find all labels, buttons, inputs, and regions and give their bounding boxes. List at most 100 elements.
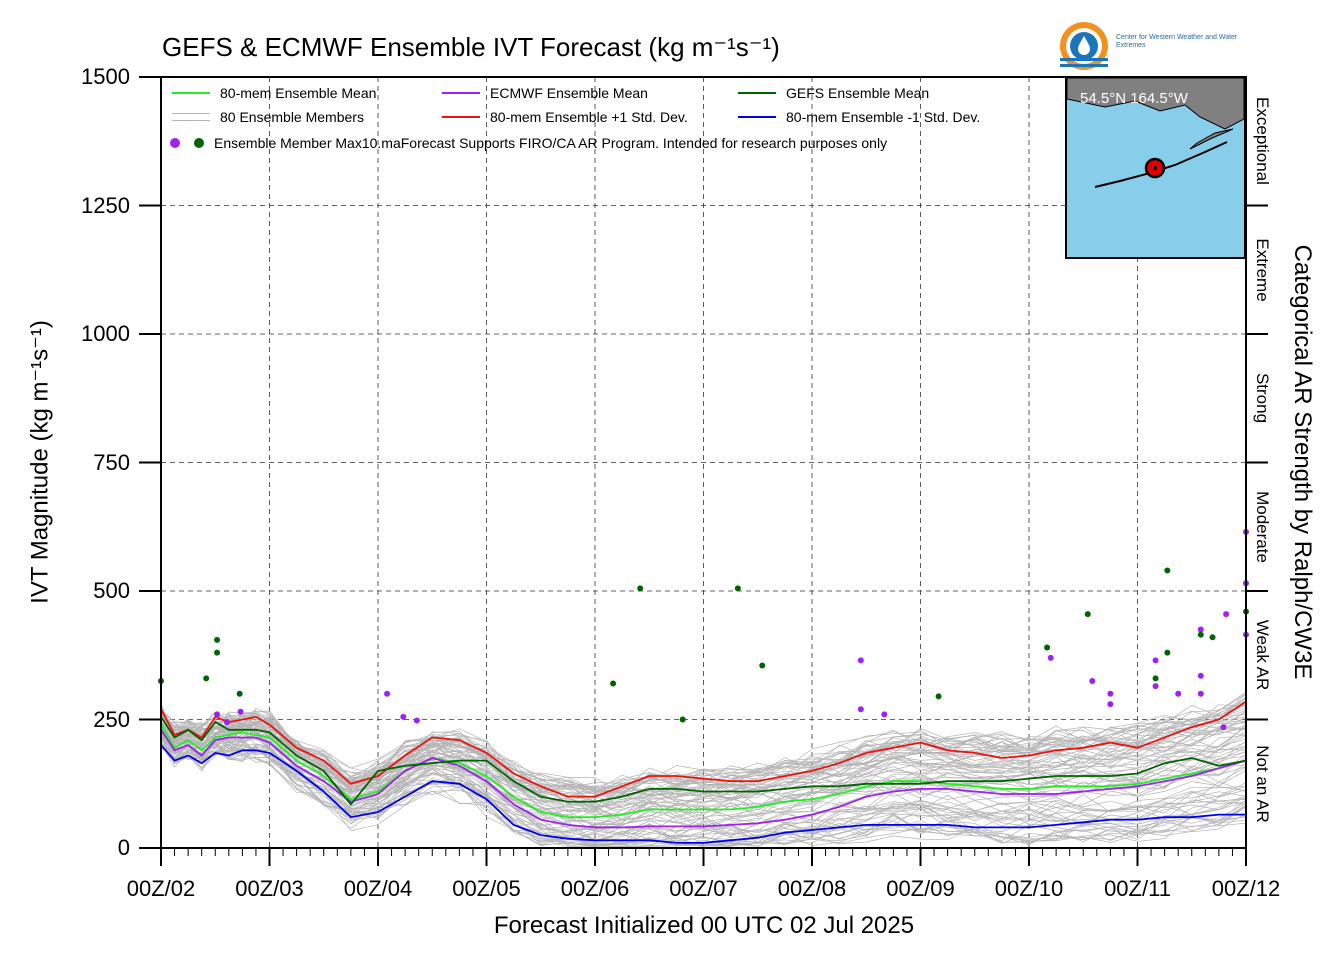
member-line [160, 739, 1247, 846]
member-line [160, 721, 1247, 813]
x-tick-label: 00Z/05 [452, 876, 521, 901]
gefs-max-point [610, 680, 617, 687]
series-plus_std [160, 700, 1247, 798]
gefs-max-point [637, 585, 644, 592]
member-line [160, 734, 1247, 842]
gefs-max-point [935, 693, 942, 700]
member-max-points [158, 528, 1249, 731]
gefs-max-point [1152, 675, 1159, 682]
legend-mean80: 80-mem Ensemble Mean [172, 85, 376, 101]
y-tick-label: 1000 [81, 321, 130, 346]
x-tick-label: 00Z/06 [560, 876, 630, 901]
chart-title: GEFS & ECMWF Ensemble IVT Forecast (kg m… [162, 32, 780, 62]
ensemble-members [160, 691, 1247, 848]
gefs-max-point [1197, 631, 1204, 638]
y-tick-label: 750 [93, 449, 130, 475]
x-tick-label: 00Z/10 [994, 876, 1064, 901]
category-label: Not an AR [1253, 745, 1272, 823]
legend-gefs: GEFS Ensemble Mean [738, 85, 929, 101]
x-tick-label: 00Z/09 [886, 876, 955, 901]
series-mean80 [160, 724, 1247, 819]
gefs-max-point [734, 585, 741, 592]
series-ecmwf [160, 729, 1247, 829]
ecmwf-max-point [413, 717, 420, 724]
y2-axis-label: Categorical AR Strength by Ralph/CW3E [1289, 244, 1316, 680]
x-tick-label: 00Z/04 [343, 876, 413, 901]
ecmwf-max-point [1089, 677, 1096, 684]
gefs-max-point [1084, 611, 1091, 618]
ecmwf-max-point [1107, 701, 1114, 708]
category-label: Extreme [1253, 238, 1272, 302]
x-tick-label: 00Z/12 [1211, 876, 1281, 901]
member-line [160, 697, 1247, 792]
legend-plus-std: 80-mem Ensemble +1 Std. Dev. [442, 109, 688, 125]
map-land [1066, 77, 1245, 130]
member-line [160, 736, 1247, 847]
member-line [160, 693, 1247, 789]
series-lines [160, 700, 1247, 844]
logo-text: Center for Western Weather and Water Ext… [1116, 34, 1238, 49]
location-marker-center [1153, 166, 1157, 170]
category-label: Moderate [1253, 490, 1272, 563]
gefs-max-point [203, 675, 210, 682]
x-tick-label: 00Z/02 [126, 876, 196, 901]
gefs-max-point [214, 649, 221, 656]
ecmwf-max-point [214, 711, 221, 718]
ecmwf-max-point [857, 657, 864, 664]
ecmwf-max-point [1197, 626, 1204, 633]
map-peninsula [1189, 128, 1234, 150]
ecmwf-max-point [400, 713, 407, 720]
ecmwf-max-point [857, 706, 864, 713]
x-tick-label: 00Z/11 [1104, 876, 1171, 901]
y-tick-label: 500 [93, 578, 130, 603]
member-line [160, 703, 1247, 798]
member-line [160, 738, 1247, 840]
member-line [160, 722, 1247, 821]
member-line [160, 730, 1247, 834]
member-line [160, 732, 1247, 832]
category-label: Exceptional [1253, 97, 1272, 186]
x-tick-label: 00Z/07 [669, 876, 738, 901]
gefs-max-point [679, 716, 686, 723]
legend-max-dots: Ensemble Member Max10.maForecast Support… [170, 135, 887, 151]
gefs-max-point [236, 690, 243, 697]
gefs-max-point [1044, 644, 1051, 651]
legend-ecmwf: ECMWF Ensemble Mean [442, 85, 648, 101]
gefs-max-point [1164, 649, 1171, 656]
gefs-max-point [759, 662, 766, 669]
member-line [160, 710, 1247, 804]
legend-members: 80 Ensemble Members [172, 109, 364, 125]
ecmwf-max-point [1223, 611, 1230, 618]
ecmwf-max-point [1152, 657, 1159, 664]
x-axis-label: Forecast Initialized 00 UTC 02 Jul 2025 [493, 912, 915, 939]
y-tick-label: 1500 [81, 64, 130, 89]
ecmwf-max-point [1220, 724, 1227, 731]
axes [139, 76, 1268, 866]
ecmwf-max-point [384, 690, 391, 697]
member-line [160, 734, 1247, 848]
cw3e-logo [1058, 18, 1238, 74]
ecmwf-max-point [1152, 683, 1159, 690]
gefs-max-point [1209, 634, 1216, 641]
member-line [160, 731, 1247, 835]
category-label: Weak AR [1253, 619, 1272, 691]
series-gefs [160, 716, 1247, 806]
legend-minus-std: 80-mem Ensemble -1 Std. Dev. [738, 109, 980, 125]
ecmwf-max-point [237, 708, 244, 715]
member-line [160, 743, 1247, 847]
map-coordinates: 54.5°N 164.5°W [1080, 90, 1188, 107]
x-tick-label: 00Z/08 [777, 876, 847, 901]
gefs-max-point [214, 636, 221, 643]
ecmwf-max-point [224, 719, 231, 726]
gefs-max-point [1164, 567, 1171, 574]
member-line [160, 698, 1247, 791]
ecmwf-max-point [1107, 690, 1114, 697]
y-tick-label: 250 [93, 706, 130, 732]
member-line [160, 721, 1247, 824]
category-label: Strong [1253, 373, 1272, 424]
y-tick-label: 0 [117, 835, 130, 860]
ecmwf-max-point [881, 711, 888, 718]
y-axis-label: IVT Magnitude (kg m⁻¹s⁻¹) [26, 320, 54, 604]
ecmwf-max-point [1175, 690, 1182, 697]
